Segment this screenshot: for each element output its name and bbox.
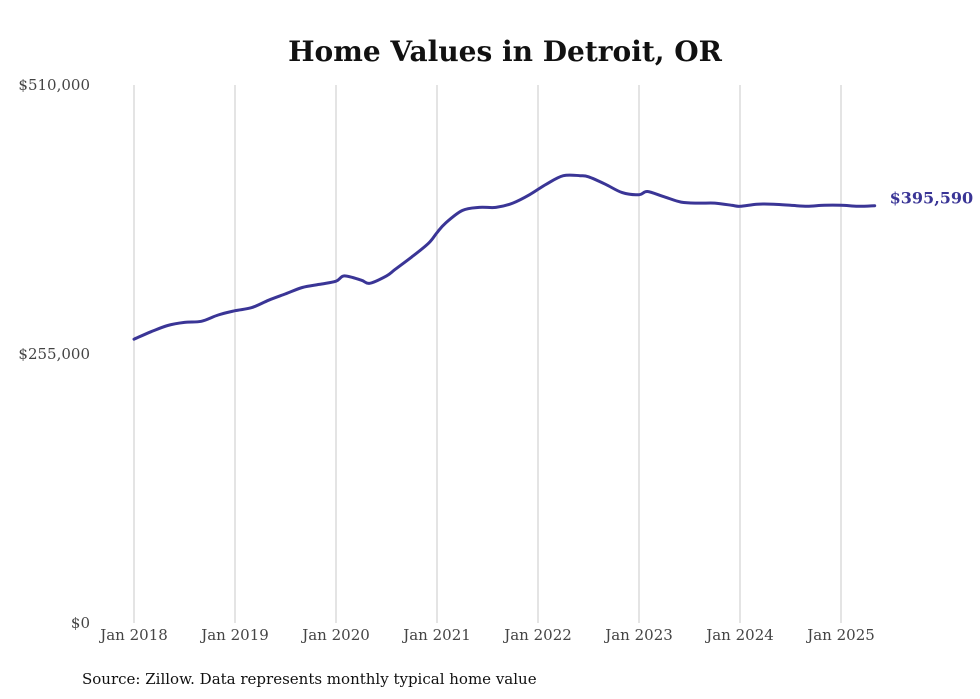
y-axis-tick-labels: $0 $255,000 $510,000 (18, 76, 90, 632)
chart-title: Home Values in Detroit, OR (288, 35, 723, 68)
y-tick-label: $0 (71, 614, 90, 632)
end-value-label: $395,590 (890, 189, 974, 208)
grid-lines (133, 85, 842, 623)
x-tick-label: Jan 2021 (401, 626, 471, 644)
x-tick-label: Jan 2022 (502, 626, 572, 644)
x-tick-label: Jan 2019 (199, 626, 269, 644)
x-axis-tick-labels: Jan 2018 Jan 2019 Jan 2020 Jan 2021 Jan 2022… (98, 626, 875, 644)
series-line-home-value (132, 173, 877, 341)
x-tick-label: Jan 2024 (704, 626, 774, 644)
x-tick-label: Jan 2023 (603, 626, 673, 644)
y-tick-label: $255,000 (18, 345, 90, 363)
x-tick-label: Jan 2018 (98, 626, 168, 644)
source-note: Source: Zillow. Data represents monthly … (82, 670, 537, 688)
x-tick-label: Jan 2025 (805, 626, 875, 644)
y-tick-label: $510,000 (18, 76, 90, 94)
x-tick-label: Jan 2020 (300, 626, 370, 644)
